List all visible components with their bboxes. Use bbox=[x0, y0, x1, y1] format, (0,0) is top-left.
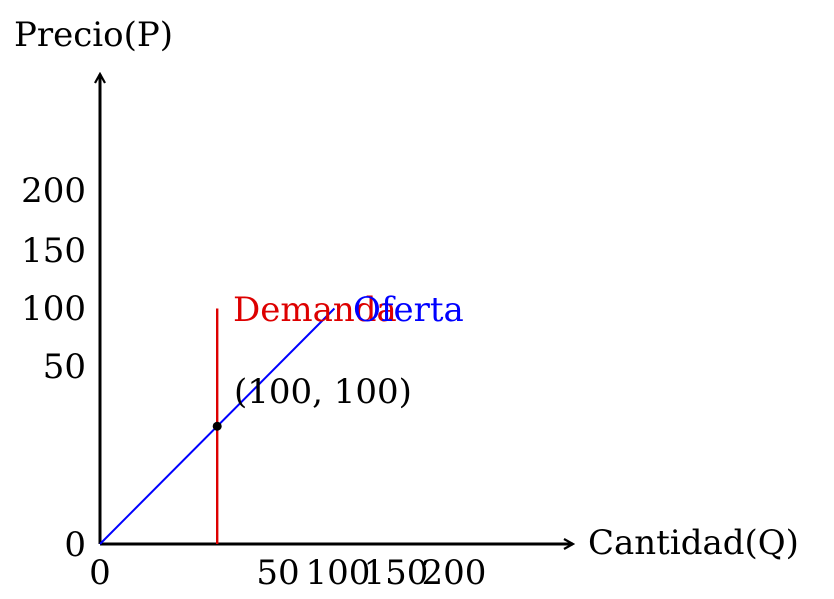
demand-label: Demanda bbox=[233, 290, 397, 330]
supply-label: Oferta bbox=[353, 290, 464, 330]
x-tick-label: 200 bbox=[422, 553, 487, 593]
y-tick-label: 200 bbox=[21, 171, 86, 211]
y-tick-label: 50 bbox=[43, 347, 86, 387]
x-tick-label: 0 bbox=[89, 553, 111, 593]
x-axis-title: Cantidad(Q) bbox=[588, 523, 799, 563]
x-tick-label: 50 bbox=[256, 553, 299, 593]
y-tick-label: 100 bbox=[21, 289, 86, 329]
y-axis-title: Precio(P) bbox=[14, 15, 173, 55]
equilibrium-point bbox=[212, 421, 222, 431]
y-tick-label: 150 bbox=[21, 231, 86, 271]
x-tick-label: 150 bbox=[364, 553, 429, 593]
y-tick-labels: 0 50 100 150 200 bbox=[21, 171, 86, 565]
equilibrium-label: (100, 100) bbox=[234, 372, 412, 412]
x-tick-label: 100 bbox=[306, 553, 371, 593]
y-tick-label: 0 bbox=[64, 525, 86, 565]
